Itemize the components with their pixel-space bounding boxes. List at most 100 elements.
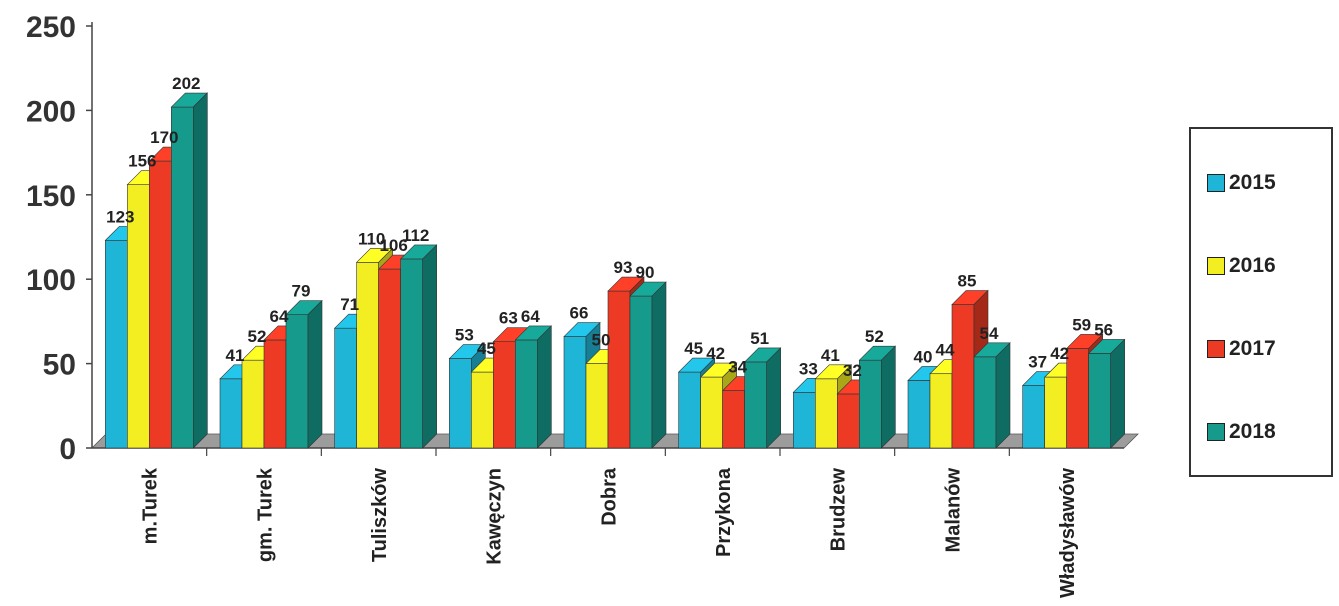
legend-item-2015: 2015	[1207, 171, 1276, 195]
bar-side	[881, 345, 896, 449]
bar-front	[378, 268, 401, 449]
legend-swatch	[1207, 257, 1225, 275]
bar-side	[193, 92, 208, 449]
data-label: 37	[1028, 353, 1047, 372]
legend-label: 2018	[1229, 420, 1276, 443]
data-label: 106	[379, 236, 407, 255]
bar-front	[449, 358, 472, 449]
bar-front	[1022, 385, 1045, 449]
data-label: 110	[358, 229, 385, 248]
data-label: 53	[455, 326, 474, 345]
bar-front	[400, 258, 423, 449]
bar-front	[793, 391, 816, 449]
data-label: 42	[1050, 344, 1069, 363]
data-label: 50	[592, 331, 611, 350]
data-label: 93	[614, 258, 633, 277]
bar	[170, 92, 209, 449]
bar-front	[356, 262, 379, 449]
data-label: 112	[402, 226, 429, 245]
bar-side	[651, 281, 667, 449]
data-label: 45	[477, 339, 496, 358]
bar	[514, 325, 553, 449]
legend-swatch	[1207, 174, 1225, 192]
bar-front	[1044, 376, 1067, 449]
data-label: 123	[106, 207, 134, 226]
bar-front	[1088, 353, 1111, 449]
bar-front	[973, 356, 997, 449]
data-label: 156	[128, 152, 156, 171]
bar	[973, 342, 1011, 449]
bar-front	[563, 336, 587, 449]
data-label: 40	[914, 347, 933, 366]
bar-front	[493, 341, 516, 449]
category-label: gm. Turek	[254, 467, 276, 562]
bar-front	[700, 376, 723, 449]
bar-front	[334, 327, 357, 449]
data-label: 45	[684, 339, 703, 358]
category-label: Brudzew	[828, 468, 850, 552]
data-label: 59	[1072, 315, 1091, 334]
y-tick-label: 250	[26, 11, 76, 44]
data-label: 32	[843, 361, 862, 380]
bar	[1087, 338, 1126, 449]
bar-front	[515, 339, 538, 449]
data-label: 64	[270, 307, 289, 326]
data-label: 41	[821, 346, 840, 365]
category-label: Malanów	[942, 468, 964, 553]
bar-front	[171, 106, 194, 449]
chart-legend: 2015 2016 2017 2018	[1189, 127, 1333, 477]
data-label: 52	[248, 327, 267, 346]
bar-front	[219, 378, 243, 449]
category-label: Tuliszków	[369, 468, 391, 563]
bar-front	[241, 359, 265, 449]
data-label: 42	[706, 344, 725, 363]
bar-front	[585, 363, 609, 449]
bar-side	[422, 244, 437, 449]
bar-front	[815, 378, 838, 449]
y-tick-label: 0	[59, 433, 76, 466]
bar-front	[471, 371, 494, 449]
bar-side	[995, 342, 1011, 449]
bar-side	[307, 299, 323, 449]
data-label: 44	[936, 341, 955, 360]
category-label: m.Turek	[140, 467, 162, 544]
bar	[285, 299, 323, 449]
y-tick-label: 150	[26, 180, 76, 213]
bar-front	[859, 359, 882, 449]
bar-front	[929, 373, 953, 449]
y-tick-label: 100	[26, 264, 76, 297]
bar-front	[837, 393, 860, 449]
bar-front	[678, 371, 701, 449]
legend-swatch	[1207, 340, 1225, 358]
bar-front	[607, 290, 631, 449]
y-tick-label: 50	[43, 349, 76, 382]
bar-side	[1110, 338, 1125, 449]
data-label: 170	[150, 128, 178, 147]
bar-front	[744, 361, 767, 449]
data-label: 85	[958, 272, 977, 291]
bar-front	[907, 380, 931, 449]
data-label: 56	[1094, 320, 1113, 339]
data-label: 41	[226, 346, 245, 365]
legend-item-2018: 2018	[1207, 420, 1276, 444]
bar-side	[537, 325, 552, 449]
bar-side	[766, 347, 781, 449]
data-label: 51	[750, 329, 769, 348]
category-label: Przykona	[713, 467, 735, 557]
bar-front	[629, 295, 653, 449]
data-label: 71	[340, 295, 359, 314]
data-label: 79	[292, 282, 311, 301]
bar	[743, 347, 782, 449]
data-label: 34	[728, 358, 747, 377]
data-label: 64	[521, 307, 540, 326]
bar-front	[1066, 348, 1089, 449]
bar-front	[149, 160, 172, 449]
legend-item-2017: 2017	[1207, 337, 1276, 361]
data-label: 66	[570, 304, 589, 323]
data-label: 54	[980, 324, 999, 343]
legend-item-2016: 2016	[1207, 254, 1276, 278]
data-label: 202	[172, 74, 200, 93]
legend-label: 2017	[1229, 337, 1276, 360]
